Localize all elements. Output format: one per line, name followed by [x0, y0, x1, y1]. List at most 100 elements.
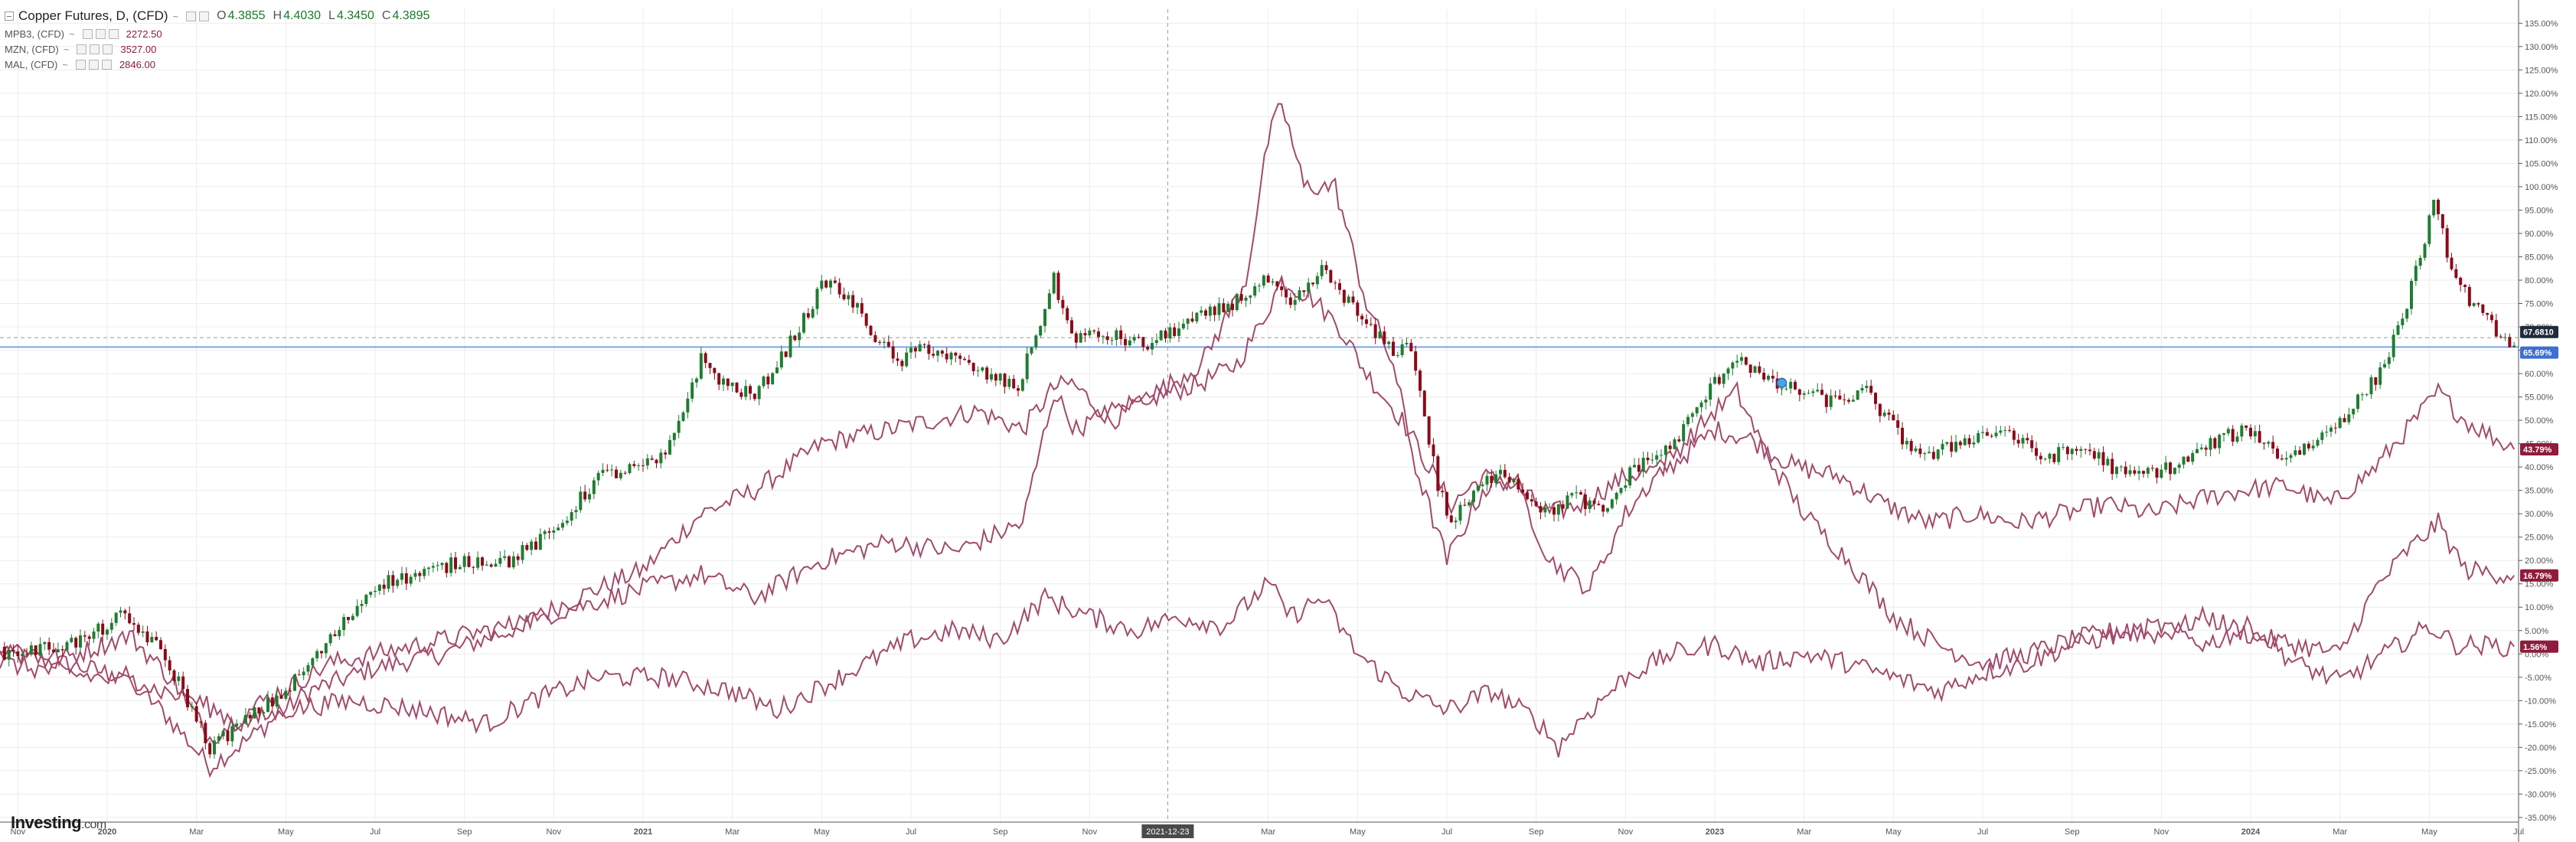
- candle-body: [374, 590, 377, 592]
- candle-body: [886, 341, 890, 347]
- candle-body: [1262, 275, 1265, 286]
- candle-body: [561, 523, 564, 528]
- series-name[interactable]: MPB3, (CFD): [5, 28, 64, 40]
- candle-body: [2240, 425, 2244, 437]
- legend-main-row[interactable]: Copper Futures, D, (CFD) ~ O 4.3855 H 4.…: [5, 6, 429, 26]
- series-menu-icon[interactable]: ~: [63, 43, 70, 55]
- collapse-icon[interactable]: [5, 11, 14, 21]
- settings-icon[interactable]: [90, 44, 100, 54]
- series-menu-icon[interactable]: ~: [69, 28, 75, 40]
- x-tick-label: May: [814, 827, 830, 837]
- candle-body: [1012, 378, 1016, 389]
- candle-body: [691, 382, 694, 399]
- price-pct-badge: 65.69%: [2520, 346, 2558, 359]
- candle-body: [1548, 507, 1552, 508]
- series-name[interactable]: MAL, (CFD): [5, 58, 58, 70]
- candle-body: [1650, 459, 1654, 461]
- legend-series-row[interactable]: MAL, (CFD) ~ 2846.00: [5, 57, 429, 72]
- candle-body: [815, 289, 819, 309]
- candle-body: [2173, 468, 2176, 475]
- candle-body: [2160, 469, 2163, 478]
- series-menu-icon[interactable]: ~: [62, 58, 68, 70]
- visibility-icon[interactable]: [75, 59, 86, 70]
- candle-body: [2454, 269, 2458, 278]
- candle-body: [2356, 394, 2359, 410]
- candle-body: [266, 697, 269, 713]
- candle-body: [873, 335, 877, 342]
- candle-body: [494, 563, 498, 567]
- candle-body: [851, 295, 855, 308]
- candle-body: [552, 530, 556, 533]
- x-tick-label: May: [278, 827, 294, 837]
- candle-body: [1771, 375, 1774, 379]
- close-icon[interactable]: [108, 28, 119, 39]
- candle-body: [2467, 286, 2471, 306]
- series-last-badge: 43.79%: [2520, 443, 2558, 456]
- candle-body: [1610, 499, 1614, 508]
- settings-icon[interactable]: [95, 28, 106, 39]
- candle-body: [1592, 500, 1596, 504]
- candle-body: [1168, 327, 1172, 339]
- candle-body: [534, 541, 537, 550]
- y-tick-label: 10.00%: [2525, 603, 2554, 612]
- candle-body: [2441, 214, 2444, 229]
- candle-body: [2039, 455, 2042, 459]
- candle-body: [1690, 413, 1694, 417]
- candle-body: [1311, 282, 1314, 285]
- candle-body: [2182, 456, 2186, 465]
- event-marker-icon: [1776, 377, 1788, 389]
- visibility-icon[interactable]: [82, 28, 93, 39]
- candle-body: [16, 651, 20, 657]
- candle-body: [1579, 492, 1582, 495]
- series-menu-icon[interactable]: ~: [172, 10, 179, 22]
- price-badge-text: 67.6810: [2523, 328, 2554, 338]
- candle-body: [1190, 318, 1194, 321]
- candle-body: [1860, 387, 1864, 391]
- candle-body: [1820, 390, 1823, 395]
- candle-body: [1709, 383, 1712, 400]
- candle-body: [945, 353, 948, 360]
- candle-body: [1079, 333, 1082, 343]
- candle-body: [1985, 432, 1989, 436]
- candle-body: [913, 348, 917, 352]
- candle-body: [784, 351, 788, 357]
- candle-body: [2035, 448, 2038, 456]
- x-tick-label: Nov: [547, 827, 562, 837]
- legend-series-row[interactable]: MZN, (CFD) ~ 3527.00: [5, 41, 429, 57]
- x-tick-label: Sep: [457, 827, 472, 837]
- series-name[interactable]: MZN, (CFD): [5, 43, 59, 55]
- candle-body: [485, 564, 488, 566]
- close-icon[interactable]: [101, 59, 112, 70]
- candle-body: [2052, 453, 2056, 462]
- candle-body: [1833, 395, 1837, 397]
- main-series-title[interactable]: Copper Futures, D, (CFD): [18, 8, 168, 23]
- candle-body: [2191, 453, 2195, 462]
- candle-body: [1740, 357, 1743, 361]
- candle-body: [811, 308, 815, 318]
- settings-icon[interactable]: [88, 59, 99, 70]
- candle-body: [2343, 418, 2346, 423]
- candle-body: [440, 563, 444, 566]
- candle-body: [824, 280, 828, 288]
- candle-body: [1101, 336, 1105, 338]
- candle-body: [136, 625, 140, 633]
- candle-body: [1682, 424, 1686, 442]
- close-icon[interactable]: [199, 11, 210, 21]
- candle-body: [1396, 354, 1399, 356]
- candle-body: [708, 363, 712, 368]
- candle-body: [364, 595, 368, 604]
- candle-body: [1083, 333, 1087, 336]
- x-tick-label: Jul: [370, 827, 380, 837]
- candle-body: [1901, 427, 1904, 445]
- candle-body: [1816, 390, 1820, 392]
- legend-series-row[interactable]: MPB3, (CFD) ~ 2272.50: [5, 26, 429, 41]
- close-icon[interactable]: [103, 44, 113, 54]
- settings-icon[interactable]: [186, 11, 197, 21]
- series-value: 2846.00: [119, 58, 155, 70]
- candle-body: [279, 695, 283, 699]
- candle-body: [1583, 494, 1587, 510]
- visibility-icon[interactable]: [77, 44, 87, 54]
- candle-body: [409, 576, 413, 584]
